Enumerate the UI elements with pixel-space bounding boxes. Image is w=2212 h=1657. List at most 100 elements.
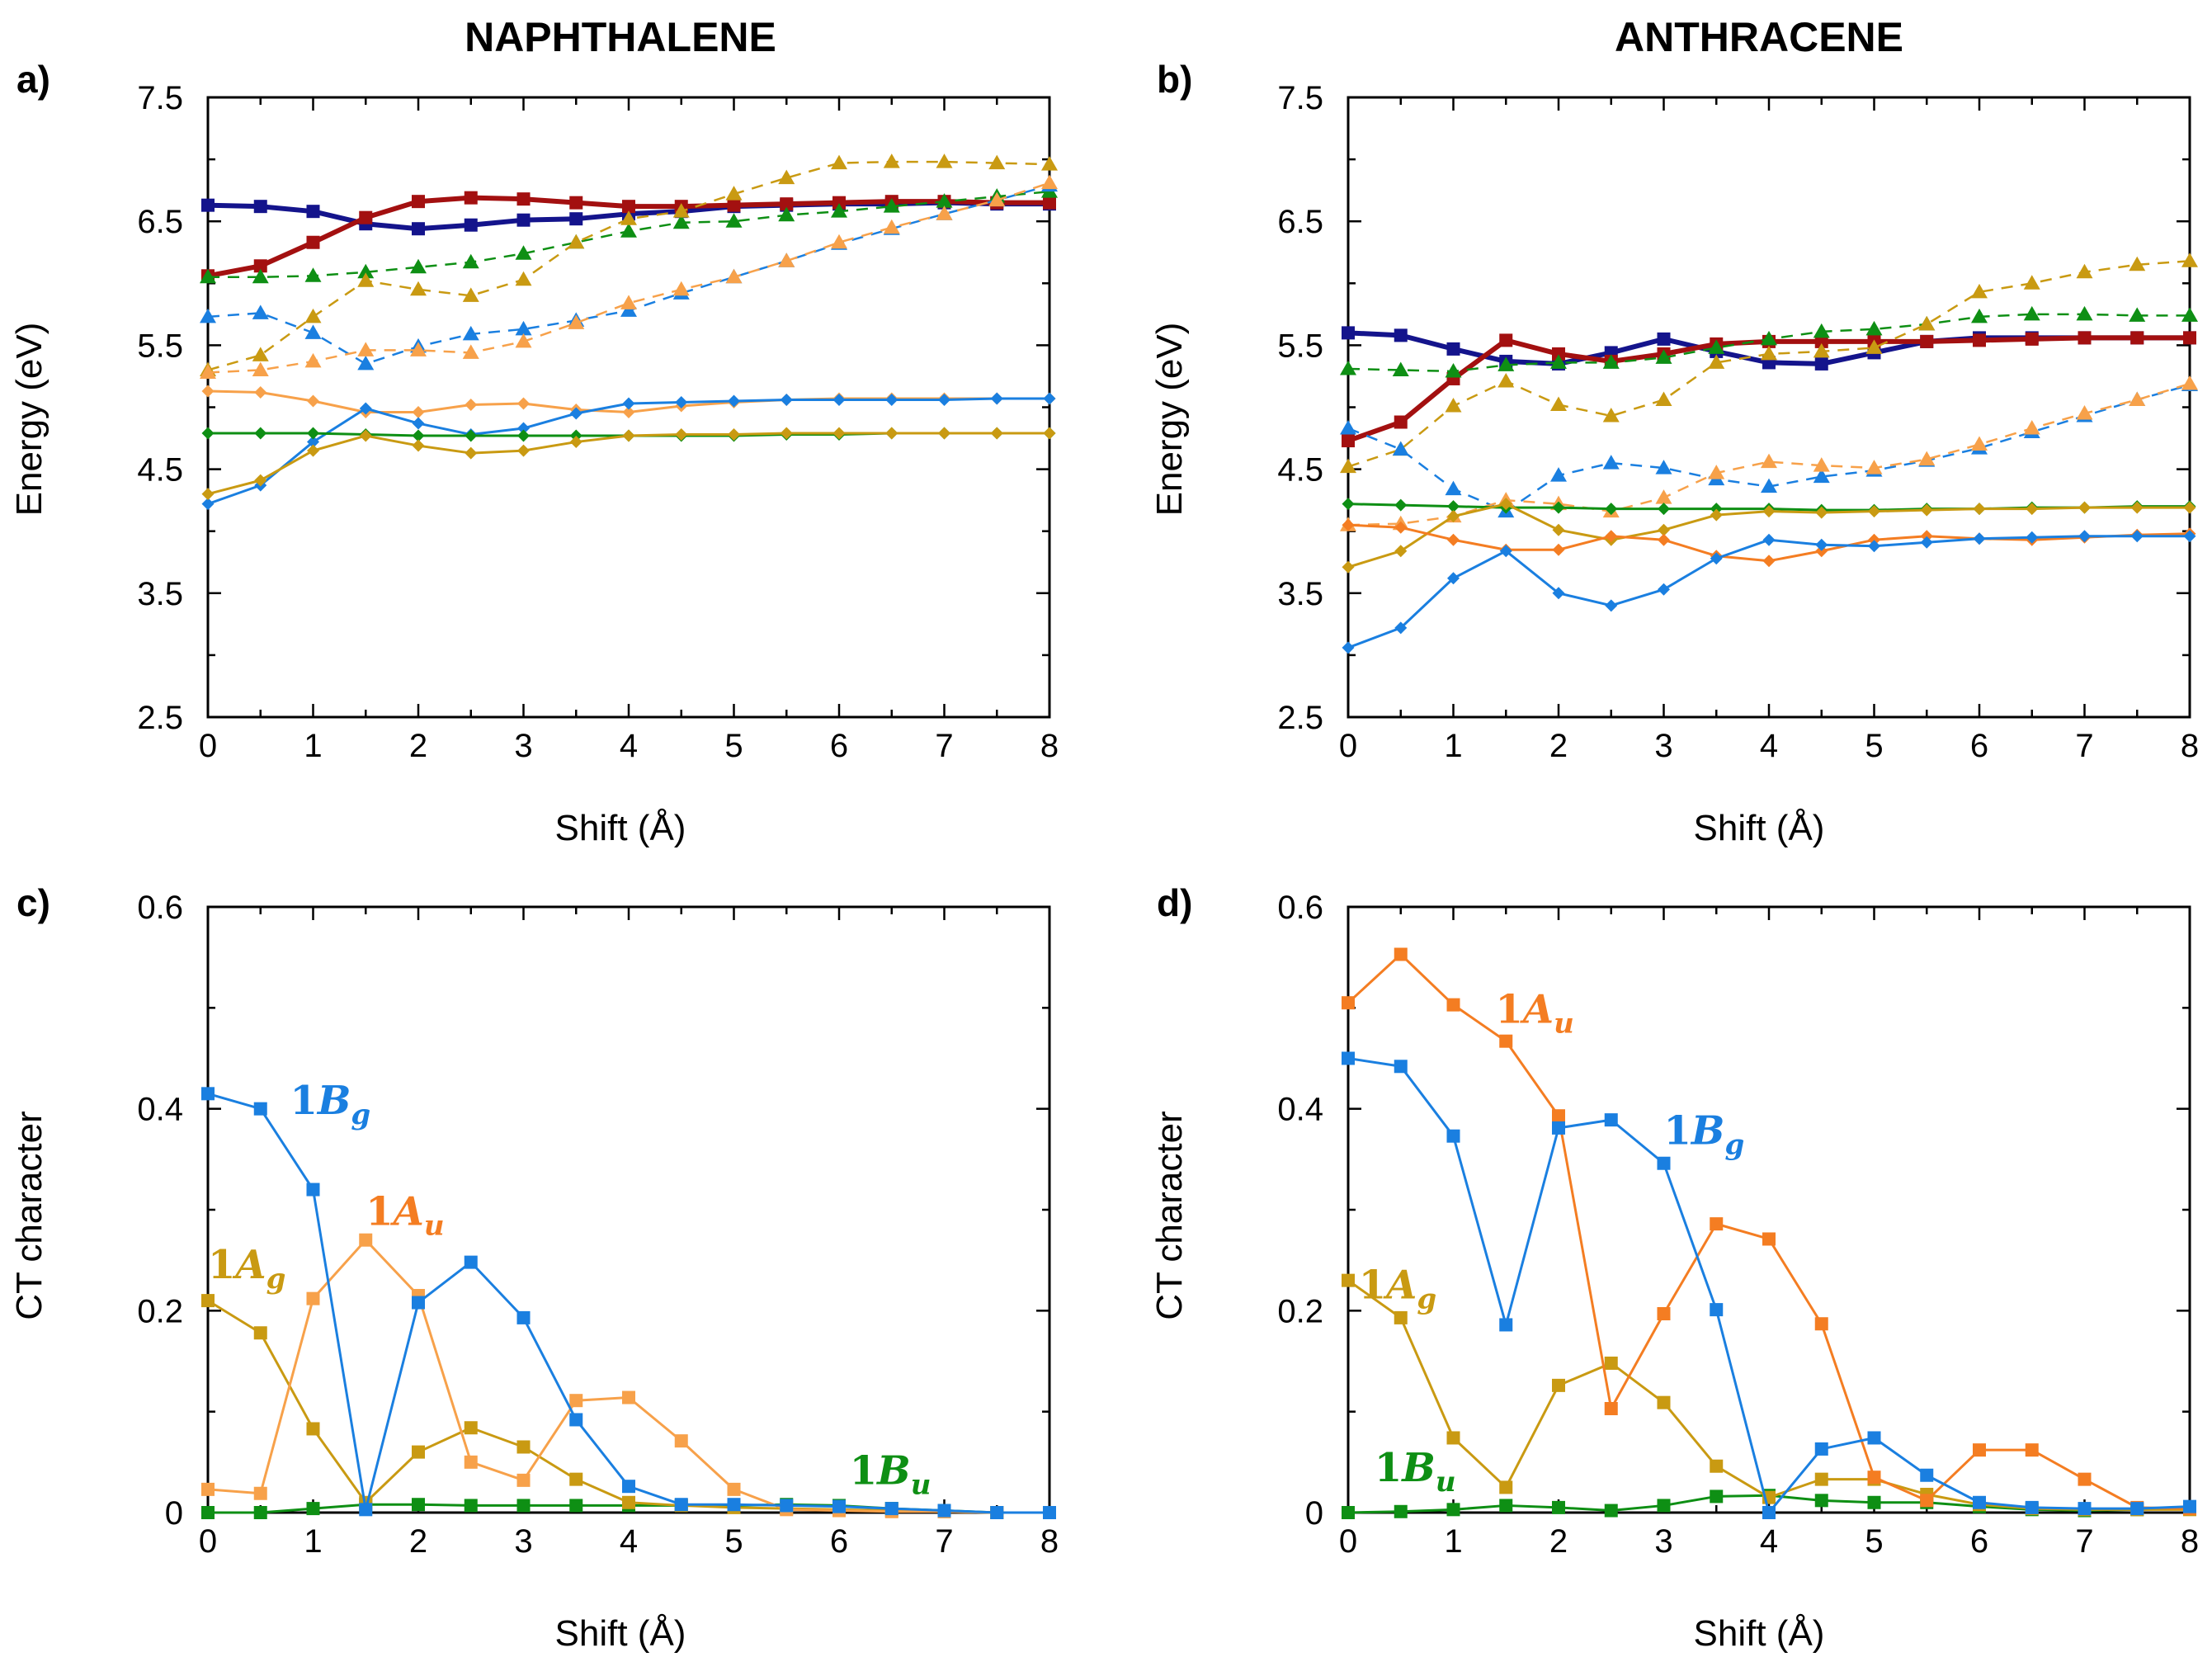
data-point (517, 397, 530, 410)
data-point (1814, 1317, 1828, 1331)
data-point (831, 203, 847, 218)
data-point (569, 436, 582, 449)
data-point (1814, 1494, 1828, 1508)
x-tick-label: 0 (1339, 1523, 1357, 1560)
data-point (465, 429, 478, 442)
data-point (620, 295, 637, 309)
data-point (937, 1504, 951, 1518)
state-label-1Au: 1Au (1496, 987, 1574, 1041)
state-label-symbol: A (232, 1242, 266, 1288)
y-tick-label: 5.5 (1277, 328, 1323, 364)
x-tick-label: 5 (1865, 1523, 1883, 1560)
data-point (357, 272, 375, 287)
data-point (831, 234, 847, 249)
panel-b-frame (1347, 96, 2191, 719)
data-point (1865, 320, 1883, 336)
panel-c-label: c) (17, 881, 50, 924)
data-point (1394, 1504, 1408, 1518)
data-point (1708, 339, 1725, 354)
data-point (1657, 1307, 1671, 1321)
data-point (990, 1506, 1004, 1519)
data-point (1394, 1310, 1408, 1324)
x-tick-label: 7 (935, 728, 953, 764)
x-tick-label: 6 (830, 728, 848, 764)
panel-d-label: d) (1157, 881, 1192, 924)
data-point (675, 395, 688, 408)
data-point (1658, 533, 1670, 546)
data-point (1657, 1499, 1671, 1513)
data-point (1710, 1217, 1724, 1231)
data-point (1447, 572, 1460, 585)
data-point (516, 1440, 531, 1454)
data-point (1971, 308, 1988, 323)
y-tick-label: 0.2 (137, 1293, 183, 1329)
data-point (253, 1326, 267, 1340)
data-point (1867, 1495, 1881, 1509)
panel-b-ylabel: Energy (eV) (1149, 323, 1190, 517)
data-point (253, 1506, 267, 1519)
x-tick-label: 2 (409, 1523, 427, 1560)
x-tick-label: 1 (304, 728, 322, 764)
series-line-1Au (1347, 952, 2191, 1510)
data-point (1867, 1471, 1881, 1485)
data-point (516, 213, 531, 227)
data-point (1971, 436, 1988, 451)
data-point (515, 245, 532, 260)
data-point (2129, 307, 2146, 322)
data-point (725, 213, 743, 228)
data-point (200, 268, 216, 284)
data-point (201, 498, 215, 511)
panel-c-naphthalene-ct: c) CT character Shift (Å) 0 1 2 3 4 5 6 7 8 0 0.2 0… (9, 881, 1059, 1654)
data-point (1814, 1472, 1828, 1486)
data-point (1043, 427, 1056, 440)
x-tick-label: 1 (1444, 728, 1462, 764)
data-point (1655, 391, 1672, 406)
data-point (1340, 420, 1356, 435)
data-point (1445, 480, 1462, 496)
data-point (1604, 1356, 1618, 1370)
x-tick-label: 3 (514, 1523, 532, 1560)
data-point (1392, 361, 1409, 376)
data-point (412, 1296, 425, 1310)
data-point (569, 407, 582, 420)
data-point (1813, 342, 1830, 358)
data-point (2130, 501, 2144, 514)
data-point (462, 344, 479, 359)
data-point (780, 1499, 794, 1513)
data-point (1868, 540, 1880, 553)
data-point (515, 320, 532, 336)
data-point (1762, 505, 1776, 518)
data-point (1552, 1121, 1565, 1135)
data-point (516, 1310, 531, 1324)
y-tick-label: 2.5 (1277, 700, 1323, 736)
data-point (1605, 530, 1618, 543)
data-point (306, 1291, 320, 1305)
data-point (410, 258, 427, 274)
state-label-number: 1 (1375, 1445, 1402, 1491)
data-point (1710, 1459, 1724, 1473)
data-point (306, 1422, 320, 1436)
y-tick-label: 0.6 (137, 890, 183, 926)
data-point (1657, 1156, 1671, 1170)
x-tick-label: 7 (935, 1523, 953, 1560)
x-tick-label: 1 (1444, 1523, 1462, 1560)
data-point (1973, 503, 1986, 516)
data-point (938, 427, 950, 440)
data-point (1602, 408, 1620, 423)
data-point (1447, 510, 1460, 523)
state-label-symbol: A (390, 1188, 424, 1234)
panel-a-naphthalene-energy: a) NAPHTHALENE Energy (eV) Shift (Å) 0 1 2… (9, 14, 1059, 848)
data-point (569, 196, 583, 210)
data-point (1973, 333, 1986, 347)
data-point (253, 1102, 267, 1116)
data-point (936, 205, 953, 220)
data-point (622, 429, 635, 442)
data-point (2181, 253, 2198, 267)
data-point (200, 364, 216, 379)
panel-c-frame (206, 905, 1051, 1514)
data-point (727, 1482, 741, 1496)
x-tick-label: 2 (1549, 1523, 1568, 1560)
data-point (622, 1480, 635, 1494)
y-tick-label: 6.5 (137, 204, 183, 240)
data-point (412, 406, 425, 419)
